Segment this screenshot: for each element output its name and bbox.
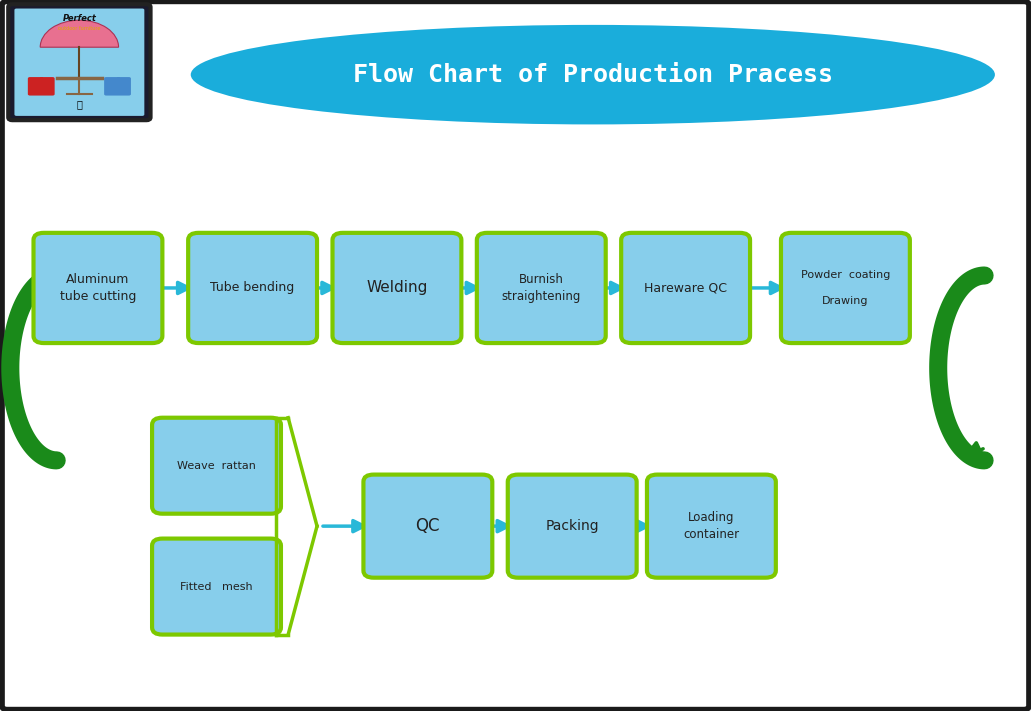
Text: Perfect: Perfect [63, 14, 96, 23]
FancyBboxPatch shape [508, 475, 637, 577]
Text: Tube bending: Tube bending [210, 282, 295, 294]
Wedge shape [40, 20, 119, 47]
Text: Fitted   mesh: Fitted mesh [180, 582, 253, 592]
FancyBboxPatch shape [28, 77, 55, 95]
FancyBboxPatch shape [363, 475, 493, 577]
FancyBboxPatch shape [14, 9, 144, 116]
Text: Hareware QC: Hareware QC [644, 282, 727, 294]
Text: Flow Chart of Production Pracess: Flow Chart of Production Pracess [353, 63, 833, 87]
FancyBboxPatch shape [647, 475, 775, 577]
Text: Burnish
straightening: Burnish straightening [502, 273, 580, 303]
FancyBboxPatch shape [8, 4, 151, 120]
FancyBboxPatch shape [781, 233, 909, 343]
Text: Packing: Packing [545, 519, 599, 533]
Text: Weave  rattan: Weave rattan [177, 461, 256, 471]
Text: Loading
container: Loading container [684, 511, 739, 541]
FancyBboxPatch shape [153, 539, 280, 634]
FancyBboxPatch shape [104, 77, 131, 95]
Text: Aluminum
tube cutting: Aluminum tube cutting [60, 273, 136, 303]
FancyBboxPatch shape [153, 418, 280, 513]
Text: outdoor furniture: outdoor furniture [58, 26, 101, 31]
FancyBboxPatch shape [621, 233, 751, 343]
Text: Powder  coating

Drawing: Powder coating Drawing [801, 269, 890, 306]
Text: QC: QC [415, 517, 440, 535]
FancyBboxPatch shape [188, 233, 318, 343]
Text: Welding: Welding [366, 280, 428, 296]
Text: 🍦: 🍦 [76, 99, 82, 109]
FancyBboxPatch shape [476, 233, 606, 343]
FancyBboxPatch shape [33, 233, 163, 343]
Ellipse shape [191, 25, 995, 124]
FancyBboxPatch shape [332, 233, 462, 343]
